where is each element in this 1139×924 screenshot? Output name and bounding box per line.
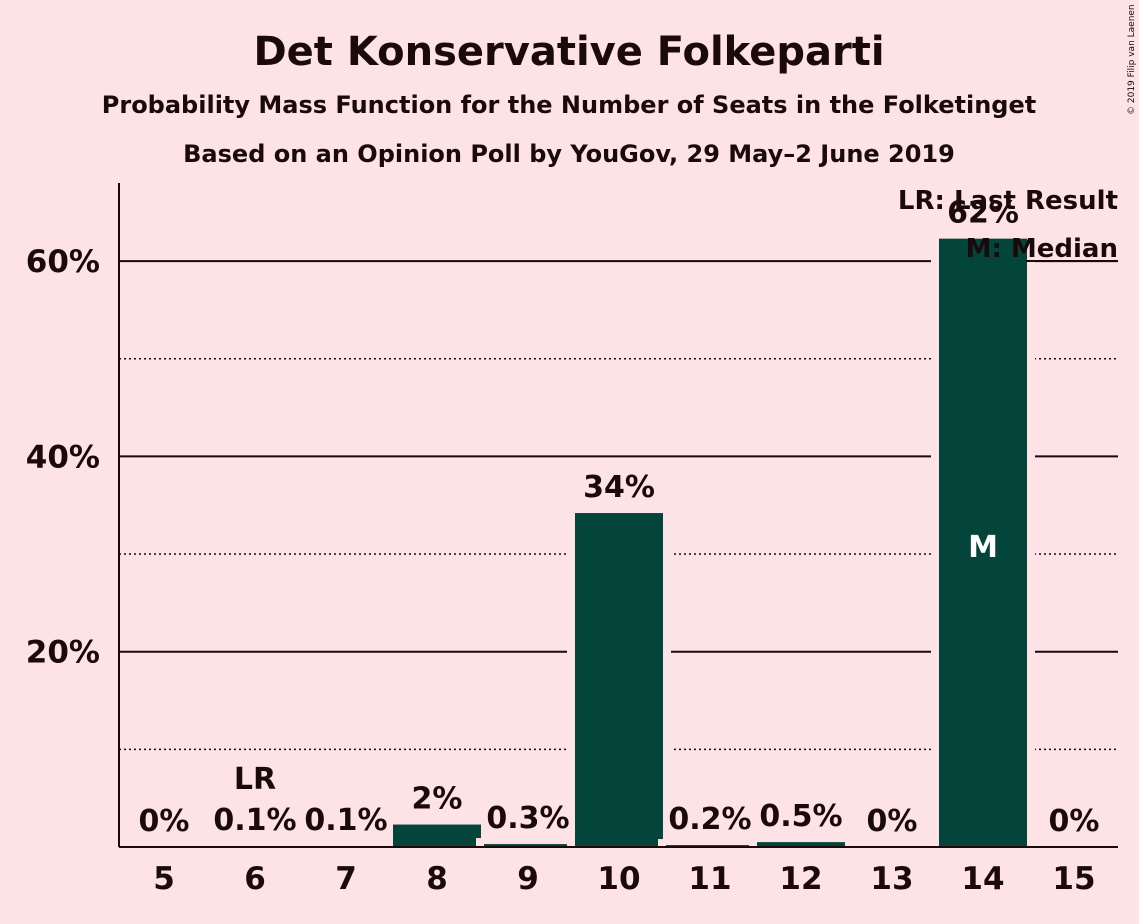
value-label-15: 0% bbox=[1049, 804, 1100, 839]
copyright-text: © 2019 Filip van Laenen bbox=[1127, 4, 1137, 115]
bars bbox=[203, 232, 1035, 848]
median-marker: M bbox=[968, 530, 998, 565]
y-tick-label: 20% bbox=[26, 635, 100, 671]
bar-gap bbox=[203, 840, 307, 847]
value-labels: 0% 0.1% LR 0.1% 2% 0.3% 34% 0.2% 0.5% 0% 62% M 0% bbox=[139, 196, 1100, 839]
x-tick-label-9: 9 bbox=[517, 861, 539, 897]
legend-median: M: Median bbox=[966, 234, 1118, 264]
chart-subtitle-poll: Based on an Opinion Poll by YouGov, 29 M… bbox=[183, 140, 955, 168]
chart-title: Det Konservative Folkeparti bbox=[253, 29, 884, 75]
value-label-12: 0.5% bbox=[759, 799, 842, 834]
value-label-7: 0.1% bbox=[304, 803, 387, 838]
x-tick-label-12: 12 bbox=[779, 861, 822, 897]
x-tick-label-7: 7 bbox=[335, 861, 357, 897]
chart-subtitle: Probability Mass Function for the Number… bbox=[102, 91, 1036, 119]
value-label-8: 2% bbox=[412, 782, 463, 817]
x-tick-label-11: 11 bbox=[688, 861, 731, 897]
x-tick-label-13: 13 bbox=[870, 861, 913, 897]
value-label-14: 62% bbox=[947, 196, 1019, 231]
x-tick-label-8: 8 bbox=[426, 861, 448, 897]
value-label-5: 0% bbox=[139, 804, 190, 839]
x-tick-label-15: 15 bbox=[1052, 861, 1095, 897]
bar-gap bbox=[658, 839, 762, 847]
x-tick-label-5: 5 bbox=[153, 861, 175, 897]
x-tick-label-10: 10 bbox=[597, 861, 640, 897]
value-label-6: 0.1% bbox=[213, 803, 296, 838]
value-label-9: 0.3% bbox=[486, 801, 569, 836]
last-result-marker: LR bbox=[234, 762, 276, 797]
x-tick-label-6: 6 bbox=[244, 861, 266, 897]
bar-gap bbox=[749, 836, 853, 847]
bar-8 bbox=[393, 824, 481, 847]
x-tick-label-14: 14 bbox=[961, 861, 1004, 897]
axes: 20% 40% 60% 5 6 7 8 9 10 11 12 13 14 15 bbox=[26, 183, 1118, 897]
value-label-13: 0% bbox=[867, 804, 918, 839]
value-label-10: 34% bbox=[583, 470, 655, 505]
bar-10 bbox=[575, 513, 663, 847]
bar-9 bbox=[484, 844, 572, 847]
value-label-11: 0.2% bbox=[668, 802, 751, 837]
bar-14 bbox=[939, 238, 1027, 848]
legend-last-result: LR: Last Result bbox=[898, 186, 1118, 216]
bar-gap bbox=[294, 840, 398, 847]
y-tick-label: 40% bbox=[26, 439, 100, 475]
bar-12 bbox=[757, 842, 845, 847]
bar-gap bbox=[476, 838, 580, 847]
y-tick-label: 60% bbox=[26, 244, 100, 280]
